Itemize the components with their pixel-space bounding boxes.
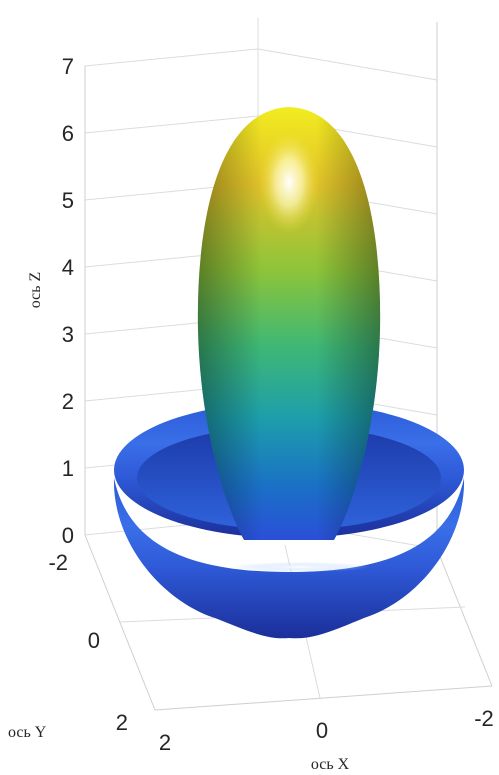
z-tick-label: 0 [62, 523, 74, 548]
y-axis-label: ось Y [8, 724, 47, 741]
z-tick-label: 7 [62, 54, 74, 79]
z-tick-label: 3 [62, 322, 74, 347]
z-tick-label: 1 [62, 456, 74, 481]
floor-edge [84, 534, 156, 711]
x-axis-label: ось X [311, 756, 350, 773]
radiation-pattern-surface [113, 107, 465, 639]
z-gridline [84, 48, 259, 67]
side-lobe-highlight [230, 562, 370, 572]
y-tick-label: -2 [48, 550, 68, 575]
z-tick-label: 5 [62, 188, 74, 213]
box-edge [436, 548, 493, 687]
z-gridline [84, 115, 259, 134]
x-tick-label: -2 [474, 706, 494, 731]
z-tick-label: 6 [62, 121, 74, 146]
z-gridline [257, 48, 438, 81]
floor-edge [154, 685, 493, 711]
x-tick-label: 2 [159, 730, 171, 755]
z-axis-label: ось Z [27, 272, 44, 309]
y-tick-label: 0 [88, 628, 100, 653]
x-tick-label: 0 [316, 718, 328, 743]
y-tick-label: 2 [116, 710, 128, 735]
side-lobe-front [113, 478, 465, 639]
main-lobe-highlight [259, 130, 319, 234]
z-tick-label: 2 [62, 389, 74, 414]
main-lobe-shading [197, 107, 381, 540]
z-tick-label: 4 [62, 255, 74, 280]
